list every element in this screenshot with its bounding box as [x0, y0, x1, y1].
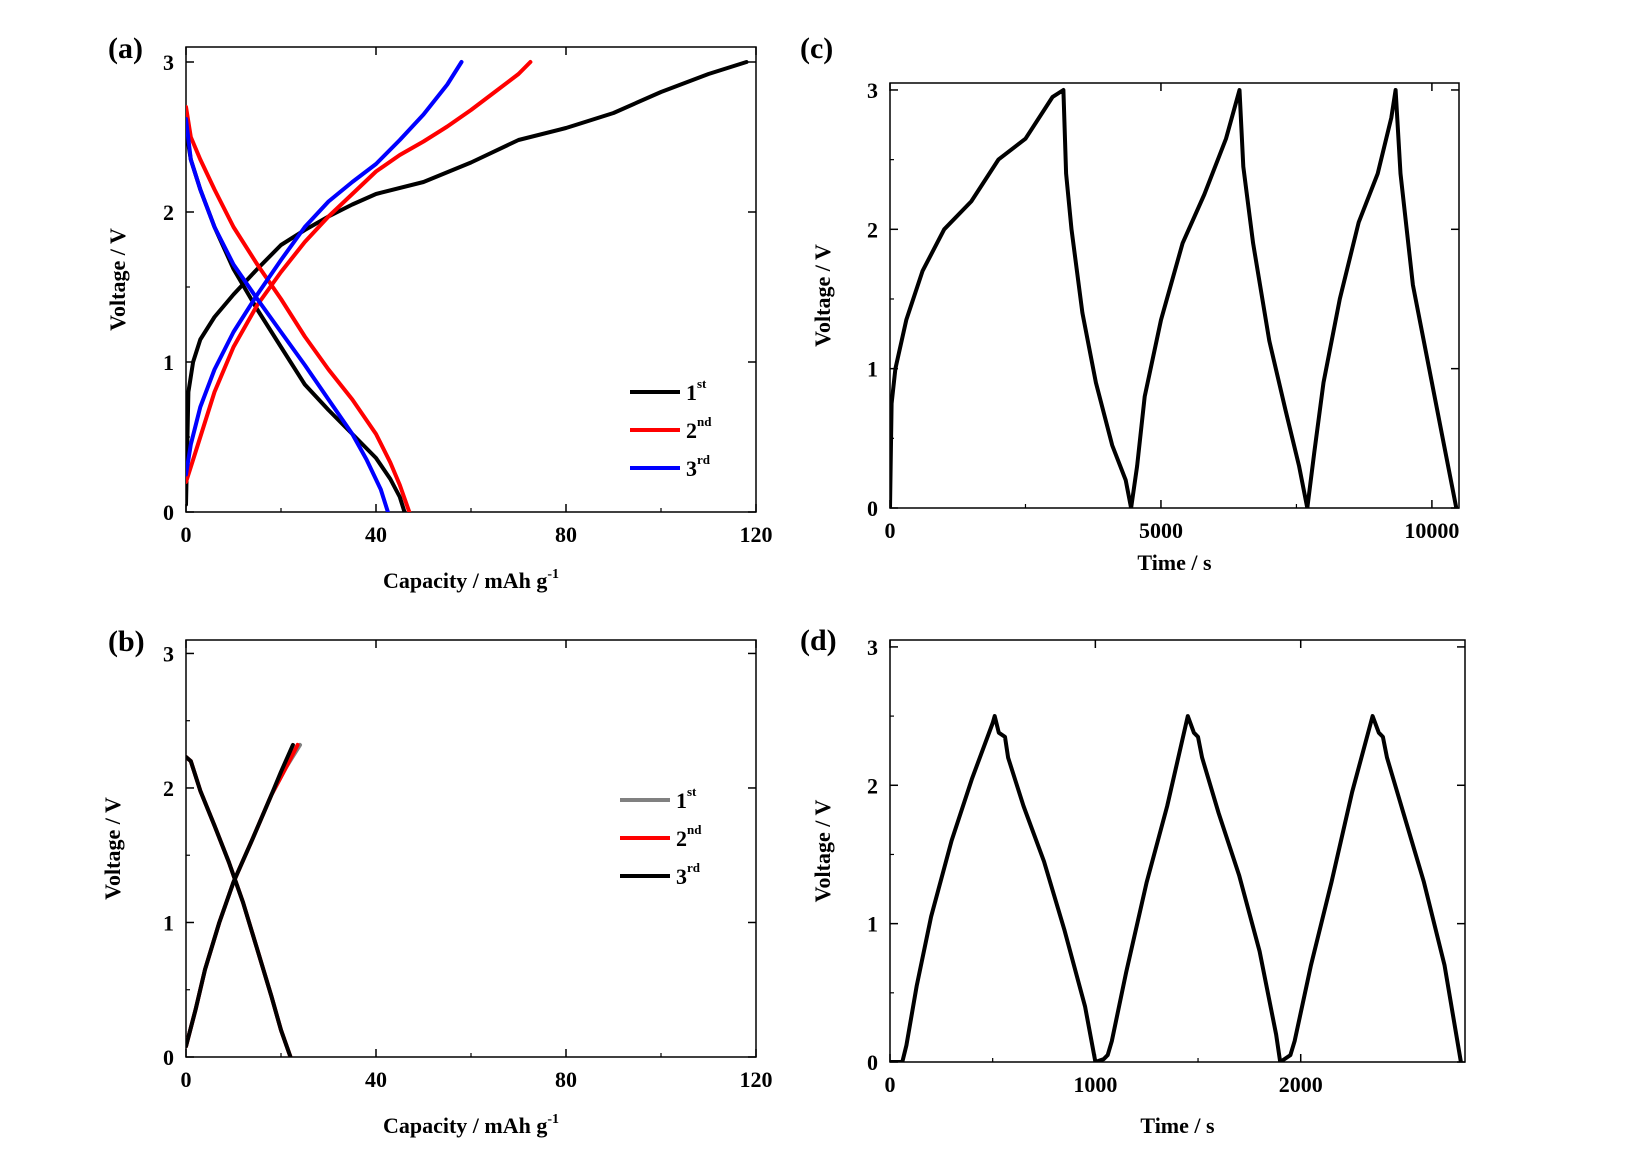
- panel-b: (b) 0 40 80 120 0 1 2 3 Capacity / mAh g-1 Voltage…: [100, 625, 773, 1138]
- x-tick-label: 5000: [1139, 518, 1183, 543]
- legend-label-2nd: 2nd: [676, 822, 702, 851]
- y-tick-label: 0: [867, 1050, 878, 1075]
- x-tick-label: 0: [885, 1072, 896, 1097]
- y-tick-label: 3: [867, 635, 878, 660]
- series-line-3rd-charge: [186, 60, 464, 477]
- legend-label-superscript: rd: [687, 860, 701, 875]
- x-tick-label: 1000: [1073, 1072, 1117, 1097]
- panel-label: (a): [108, 32, 143, 65]
- panel-a: (a) 0 40 80 120 0 1 2 3 Capacity / mAh g-1 Voltage…: [105, 32, 773, 593]
- series-line-2nd-discharge: [186, 105, 412, 512]
- legend-label-superscript: nd: [697, 414, 712, 429]
- legend: 1st 2nd 3rd: [630, 376, 712, 481]
- y-tick-label: 1: [867, 357, 878, 382]
- legend-label-3rd: 3rd: [676, 860, 701, 889]
- plot-frame: [185, 46, 757, 513]
- series-line-voltage-charge: [890, 88, 1459, 508]
- x-axis-label-superscript: -1: [547, 567, 559, 582]
- panel-d: (d) 0 1000 2000 0 1 2 3 Time / s Voltage / V: [800, 624, 1466, 1138]
- y-tick-label: 3: [163, 50, 174, 75]
- x-axis-label: Capacity / mAh g-1: [383, 567, 559, 593]
- y-tick-label: 2: [867, 217, 878, 242]
- legend-label-1st: 1st: [686, 376, 707, 405]
- x-tick-label: 120: [740, 1067, 773, 1092]
- series-line-1st-charge: [186, 742, 302, 1049]
- x-tick-label: 10000: [1404, 518, 1459, 543]
- x-axis-label: Time / s: [1140, 1113, 1215, 1138]
- series-line-2nd-charge: [186, 60, 533, 484]
- legend-label-superscript: st: [697, 376, 707, 391]
- plot-frame: [889, 639, 1466, 1063]
- y-tick-label: 3: [867, 78, 878, 103]
- y-tick-label: 1: [163, 910, 174, 935]
- y-tick-label: 1: [163, 350, 174, 375]
- x-tick-label: 2000: [1279, 1072, 1323, 1097]
- series-line-3rd-discharge: [186, 755, 293, 1057]
- x-tick-label: 0: [181, 522, 192, 547]
- panel-c: (c) 0 5000 10000 0 1 2 3 Time / s Voltage / V: [800, 32, 1460, 575]
- series-line-3rd-charge: [186, 742, 295, 1049]
- y-tick-label: 3: [163, 641, 174, 666]
- legend-label-superscript: rd: [697, 452, 711, 467]
- x-tick-label: 80: [555, 522, 577, 547]
- y-tick-label: 2: [163, 776, 174, 801]
- y-tick-label: 0: [867, 496, 878, 521]
- panel-label: (d): [800, 624, 837, 657]
- y-axis-label: Voltage / V: [810, 244, 835, 347]
- legend-label-superscript: st: [687, 784, 697, 799]
- x-tick-label: 0: [885, 518, 896, 543]
- y-axis-label: Voltage / V: [105, 228, 130, 331]
- x-tick-label: 80: [555, 1067, 577, 1092]
- legend-label-superscript: nd: [687, 822, 702, 837]
- y-tick-label: 1: [867, 912, 878, 937]
- legend-label-2nd: 2nd: [686, 414, 712, 443]
- x-axis-label-superscript: -1: [547, 1112, 559, 1127]
- legend-label-3rd: 3rd: [686, 452, 711, 481]
- y-tick-label: 2: [867, 773, 878, 798]
- x-tick-label: 120: [740, 522, 773, 547]
- x-tick-label: 0: [181, 1067, 192, 1092]
- y-tick-label: 0: [163, 500, 174, 525]
- legend-label-1st: 1st: [676, 784, 697, 813]
- x-tick-label: 40: [365, 1067, 387, 1092]
- panel-label: (b): [108, 625, 145, 658]
- y-axis-label: Voltage / V: [100, 797, 125, 900]
- series-line-3rd-discharge: [186, 117, 390, 512]
- x-axis-label: Time / s: [1137, 550, 1212, 575]
- legend: 1st 2nd 3rd: [620, 784, 702, 889]
- series-line-voltage-charge: [890, 714, 1463, 1062]
- x-tick-label: 40: [365, 522, 387, 547]
- panel-label: (c): [800, 32, 833, 65]
- plot-frame: [889, 82, 1460, 509]
- y-axis-label: Voltage / V: [810, 800, 835, 903]
- series-line-1st-charge: [186, 60, 749, 507]
- y-tick-label: 2: [163, 200, 174, 225]
- y-tick-label: 0: [163, 1045, 174, 1070]
- x-axis-label: Capacity / mAh g-1: [383, 1112, 559, 1138]
